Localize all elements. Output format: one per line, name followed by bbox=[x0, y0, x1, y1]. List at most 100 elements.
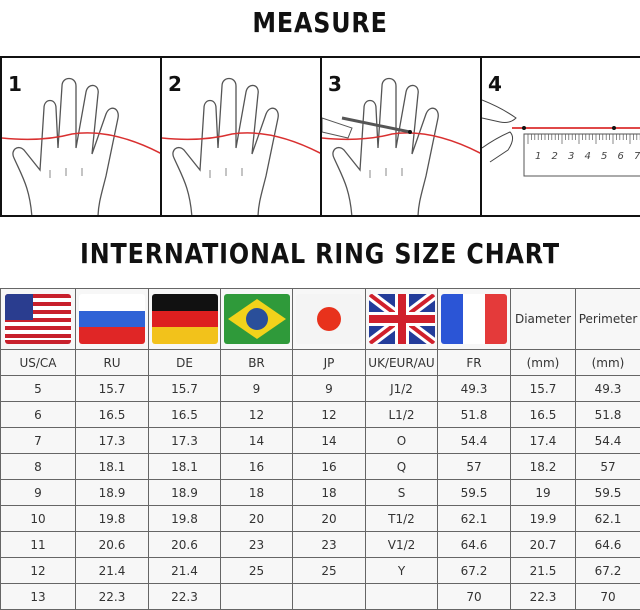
ruler-number: 1 bbox=[535, 151, 541, 162]
table-cell bbox=[221, 584, 293, 610]
table-cell: 18.1 bbox=[149, 454, 221, 480]
table-cell: O bbox=[366, 428, 438, 454]
table-cell: 22.3 bbox=[511, 584, 576, 610]
table-cell: L1/2 bbox=[366, 402, 438, 428]
table-cell: DE bbox=[149, 350, 221, 376]
table-cell: 18 bbox=[221, 480, 293, 506]
table-cell: 23 bbox=[293, 532, 366, 558]
ruler-number: 2 bbox=[552, 151, 558, 162]
table-cell: (mm) bbox=[576, 350, 640, 376]
table-cell: RU bbox=[76, 350, 149, 376]
table-cell: 17.4 bbox=[511, 428, 576, 454]
table-cell: S bbox=[366, 480, 438, 506]
germany-flag-icon bbox=[152, 294, 218, 344]
diameter-header: Diameter bbox=[511, 289, 576, 350]
table-cell: 21.5 bbox=[511, 558, 576, 584]
table-cell: 23 bbox=[221, 532, 293, 558]
measure-title: MEASURE bbox=[48, 6, 592, 39]
table-cell: 18.2 bbox=[511, 454, 576, 480]
hand-illustration bbox=[162, 58, 322, 217]
table-cell: 16.5 bbox=[511, 402, 576, 428]
table-cell: 7 bbox=[1, 428, 76, 454]
table-cell: 21.4 bbox=[149, 558, 221, 584]
table-cell: 57 bbox=[576, 454, 640, 480]
table-cell: 20.6 bbox=[149, 532, 221, 558]
ruler-number: 3 bbox=[568, 151, 574, 162]
table-cell: 67.2 bbox=[438, 558, 511, 584]
table-cell: 18 bbox=[293, 480, 366, 506]
table-cell: 20.7 bbox=[511, 532, 576, 558]
table-cell: 19 bbox=[511, 480, 576, 506]
table-cell: 54.4 bbox=[438, 428, 511, 454]
uk-flag-icon bbox=[369, 294, 435, 344]
perimeter-header: Perimeter bbox=[576, 289, 640, 350]
table-cell: 20 bbox=[221, 506, 293, 532]
table-cell: 15.7 bbox=[76, 376, 149, 402]
table-cell: 9 bbox=[293, 376, 366, 402]
table-cell: 67.2 bbox=[576, 558, 640, 584]
table-cell: Y bbox=[366, 558, 438, 584]
table-cell: 21.4 bbox=[76, 558, 149, 584]
table-cell: 13 bbox=[1, 584, 76, 610]
table-cell: 11 bbox=[1, 532, 76, 558]
table-cell: 14 bbox=[293, 428, 366, 454]
ruler-number: 6 bbox=[618, 151, 624, 162]
table-cell: 10 bbox=[1, 506, 76, 532]
table-cell: 20 bbox=[293, 506, 366, 532]
table-cell: BR bbox=[221, 350, 293, 376]
table-cell: 20.6 bbox=[76, 532, 149, 558]
table-cell: 5 bbox=[1, 376, 76, 402]
ruler-number: 7 bbox=[634, 151, 640, 162]
table-cell: J1/2 bbox=[366, 376, 438, 402]
table-cell: 16 bbox=[293, 454, 366, 480]
table-cell: 62.1 bbox=[576, 506, 640, 532]
table-cell: 22.3 bbox=[149, 584, 221, 610]
japan-flag-icon bbox=[296, 294, 362, 344]
table-cell: 16.5 bbox=[149, 402, 221, 428]
table-cell: V1/2 bbox=[366, 532, 438, 558]
table-cell bbox=[293, 584, 366, 610]
table-cell: 14 bbox=[221, 428, 293, 454]
table-cell: 15.7 bbox=[149, 376, 221, 402]
table-cell: US/CA bbox=[1, 350, 76, 376]
hand-illustration bbox=[2, 58, 162, 217]
table-cell: FR bbox=[438, 350, 511, 376]
table-cell: 8 bbox=[1, 454, 76, 480]
table-cell: 19.9 bbox=[511, 506, 576, 532]
step-panel-1: 1 bbox=[0, 56, 162, 217]
table-cell: 18.9 bbox=[76, 480, 149, 506]
chart-title: INTERNATIONAL RING SIZE CHART bbox=[48, 237, 592, 270]
table-cell: 25 bbox=[221, 558, 293, 584]
table-cell: 6 bbox=[1, 402, 76, 428]
table-cell: T1/2 bbox=[366, 506, 438, 532]
step-panel-3: 3 bbox=[320, 56, 482, 217]
table-cell: 70 bbox=[576, 584, 640, 610]
step-panel-2: 2 bbox=[160, 56, 322, 217]
table-cell: 17.3 bbox=[149, 428, 221, 454]
table-cell: 22.3 bbox=[76, 584, 149, 610]
table-cell: 64.6 bbox=[576, 532, 640, 558]
france-flag-icon bbox=[441, 294, 507, 344]
table-cell: 17.3 bbox=[76, 428, 149, 454]
table-cell: 9 bbox=[221, 376, 293, 402]
table-cell: 15.7 bbox=[511, 376, 576, 402]
table-cell: 19.8 bbox=[76, 506, 149, 532]
hand-with-pen-illustration bbox=[322, 58, 482, 217]
us-flag-icon bbox=[5, 294, 71, 344]
table-cell: 16.5 bbox=[76, 402, 149, 428]
ruler-number: 5 bbox=[601, 151, 607, 162]
table-cell: Q bbox=[366, 454, 438, 480]
table-cell: 57 bbox=[438, 454, 511, 480]
